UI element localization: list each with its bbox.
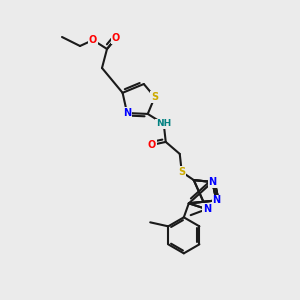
Text: N: N <box>202 204 211 214</box>
Text: O: O <box>148 140 156 150</box>
Text: O: O <box>112 33 120 43</box>
Text: S: S <box>151 92 158 102</box>
Text: N: N <box>123 108 131 118</box>
Text: N: N <box>212 195 220 206</box>
Text: N: N <box>208 177 217 187</box>
Text: O: O <box>89 35 97 45</box>
Text: S: S <box>178 167 185 177</box>
Text: NH: NH <box>156 119 171 128</box>
